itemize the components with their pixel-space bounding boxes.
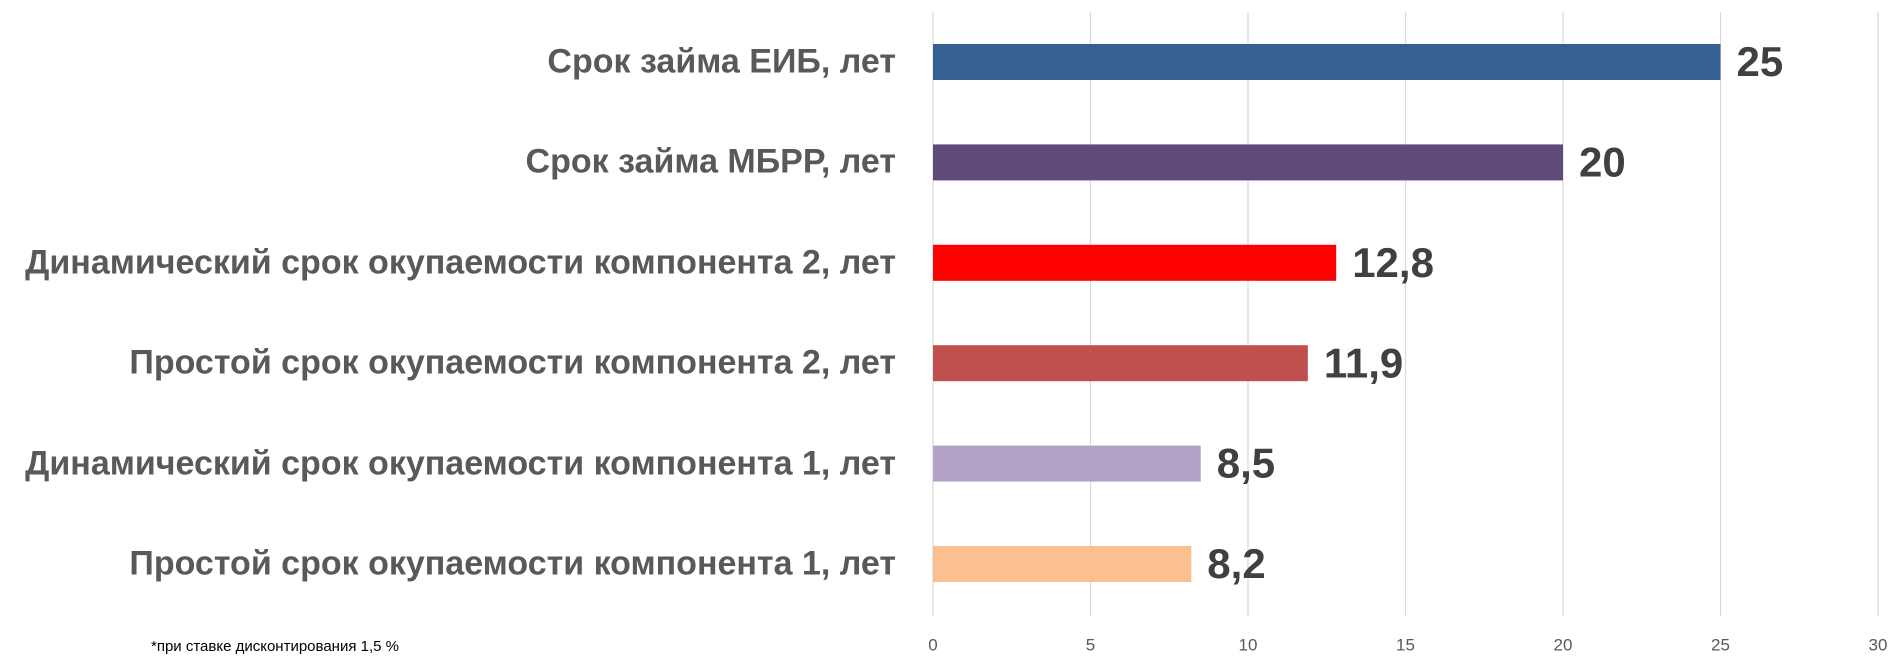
x-tick-label: 15 [1396, 635, 1415, 654]
category-label: Срок займа ЕИБ, лет [547, 42, 896, 81]
value-label: 12,8 [1352, 239, 1434, 286]
value-label: 20 [1579, 138, 1626, 185]
bar [933, 44, 1721, 80]
x-tick-label: 5 [1086, 635, 1095, 654]
value-label: 25 [1737, 38, 1784, 85]
bar [933, 144, 1563, 181]
x-tick-label: 10 [1239, 635, 1258, 654]
category-label: Динамический срок окупаемости компонента… [25, 444, 896, 483]
x-tick-label: 20 [1554, 635, 1573, 654]
value-label: 8,2 [1207, 540, 1265, 587]
bar [933, 445, 1201, 482]
bar [933, 546, 1192, 582]
bar [933, 345, 1308, 382]
category-label: Простой срок окупаемости компонента 2, л… [129, 343, 896, 382]
category-label: Динамический срок окупаемости компонента… [25, 243, 896, 282]
x-tick-label: 30 [1869, 635, 1888, 654]
category-label: Срок займа МБРР, лет [525, 142, 896, 181]
footnote: *при ставке дисконтирования 1,5 % [151, 638, 399, 655]
x-tick-label: 25 [1711, 635, 1730, 654]
value-label: 8,5 [1217, 440, 1275, 487]
x-tick-label: 0 [928, 635, 937, 654]
category-label: Простой срок окупаемости компонента 1, л… [129, 544, 896, 583]
bar [933, 244, 1337, 281]
value-label: 11,9 [1324, 339, 1403, 386]
